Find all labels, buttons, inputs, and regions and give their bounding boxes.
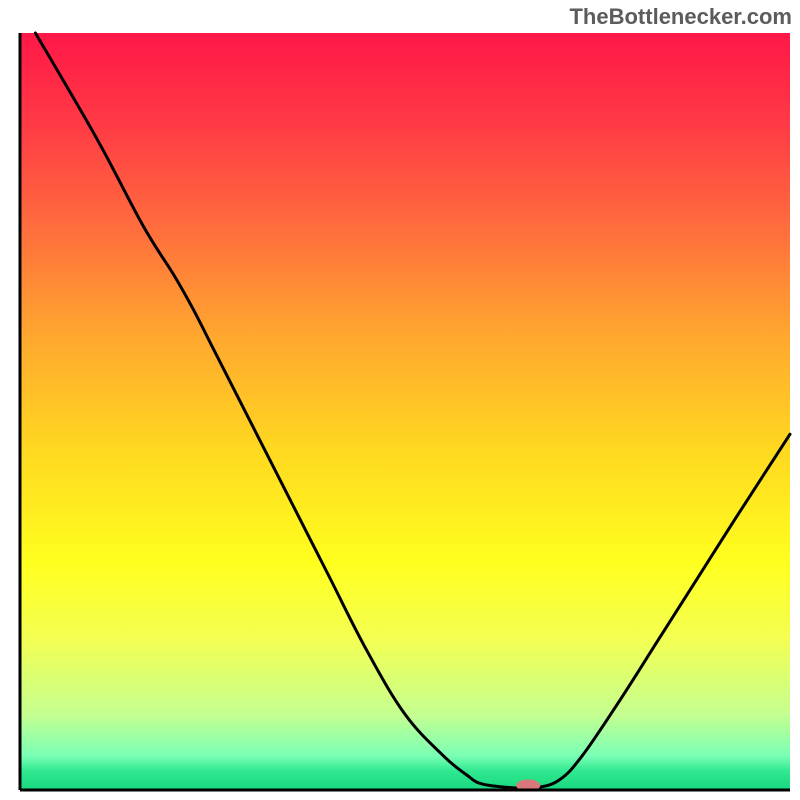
chart-background bbox=[20, 33, 790, 790]
chart-container: TheBottlenecker.com bbox=[0, 0, 800, 800]
watermark-text: TheBottlenecker.com bbox=[569, 4, 792, 30]
bottleneck-curve-chart bbox=[0, 0, 800, 800]
